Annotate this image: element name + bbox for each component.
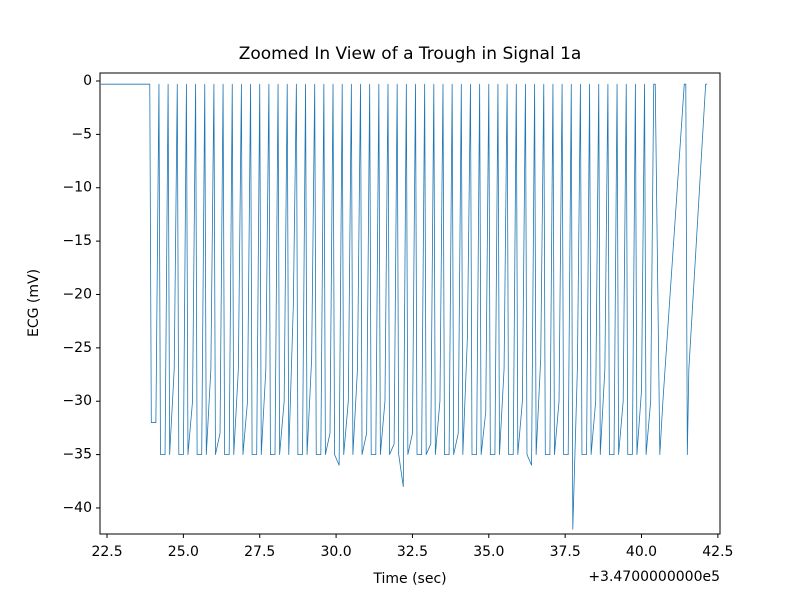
y-tick-label: −35 <box>62 447 92 463</box>
x-tick-label: 37.5 <box>550 544 581 560</box>
y-tick-label: −30 <box>62 393 92 409</box>
y-tick-label: −40 <box>62 500 92 516</box>
x-axis-label: Time (sec) <box>372 571 446 587</box>
signal-line <box>100 83 708 530</box>
plot-frame <box>99 72 721 535</box>
y-tick-label: 0 <box>83 73 92 89</box>
y-tick-label: −25 <box>62 340 92 356</box>
y-tick-label: −15 <box>62 233 92 249</box>
x-tick-label: 30.0 <box>321 544 352 560</box>
x-tick-label: 42.5 <box>702 544 733 560</box>
x-tick-label: 22.5 <box>91 544 122 560</box>
y-tick-label: −10 <box>62 180 92 196</box>
x-tick-label: 27.5 <box>244 544 275 560</box>
x-tick-label: 35.0 <box>473 544 504 560</box>
chart-title: Zoomed In View of a Trough in Signal 1a <box>239 44 582 64</box>
x-tick-label: 40.0 <box>626 544 657 560</box>
y-axis-label: ECG (mV) <box>26 269 42 337</box>
y-tick-label: −20 <box>62 286 92 302</box>
x-tick-label: 32.5 <box>397 544 428 560</box>
x-offset-label: +3.4700000000e5 <box>588 569 720 585</box>
y-tick-label: −5 <box>71 126 92 142</box>
x-tick-label: 25.0 <box>168 544 199 560</box>
